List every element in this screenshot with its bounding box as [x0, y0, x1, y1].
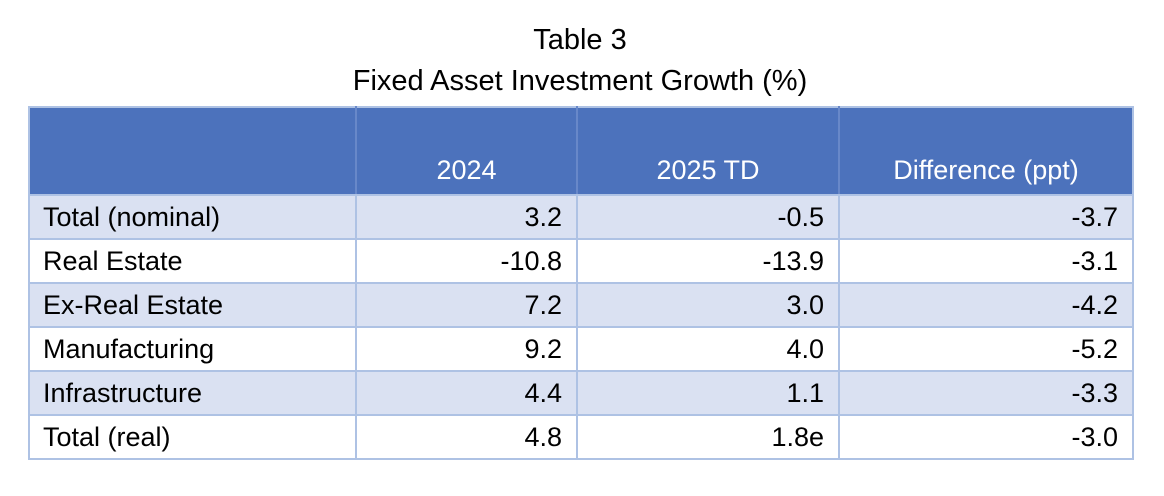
table-header-row: 2024 2025 TD Difference (ppt) — [28, 106, 1134, 196]
value-2024: 3.2 — [355, 194, 578, 240]
table-row: Total (nominal) 3.2 -0.5 -3.7 — [28, 194, 1134, 240]
value-difference: -5.2 — [838, 326, 1134, 372]
row-label: Total (nominal) — [28, 194, 357, 240]
row-label: Real Estate — [28, 238, 357, 284]
table-row: Ex-Real Estate 7.2 3.0 -4.2 — [28, 282, 1134, 328]
value-difference: -3.1 — [838, 238, 1134, 284]
table-row: Total (real) 4.8 1.8e -3.0 — [28, 414, 1134, 460]
value-difference: -3.0 — [838, 414, 1134, 460]
table-body: Total (nominal) 3.2 -0.5 -3.7 Real Estat… — [28, 194, 1134, 460]
table-header: 2024 2025 TD Difference (ppt) — [28, 106, 1134, 196]
header-cell-difference: Difference (ppt) — [838, 106, 1134, 196]
row-label: Infrastructure — [28, 370, 357, 416]
value-2024: 7.2 — [355, 282, 578, 328]
header-cell-2025td: 2025 TD — [576, 106, 840, 196]
value-2024: -10.8 — [355, 238, 578, 284]
value-2025td: -13.9 — [576, 238, 840, 284]
value-2025td: 4.0 — [576, 326, 840, 372]
table-title-text: Fixed Asset Investment Growth (%) — [352, 65, 808, 97]
value-difference: -4.2 — [838, 282, 1134, 328]
header-cell-category — [28, 106, 357, 196]
value-difference: -3.7 — [838, 194, 1134, 240]
fixed-asset-investment-table: 2024 2025 TD Difference (ppt) Total (nom… — [28, 106, 1134, 460]
table-row: Manufacturing 9.2 4.0 -5.2 — [28, 326, 1134, 372]
table-title-number: Table 3 — [533, 24, 627, 56]
table-row: Infrastructure 4.4 1.1 -3.3 — [28, 370, 1134, 416]
value-2025td: 3.0 — [576, 282, 840, 328]
row-label: Ex-Real Estate — [28, 282, 357, 328]
value-2025td: 1.8e — [576, 414, 840, 460]
value-2025td: 1.1 — [576, 370, 840, 416]
value-2024: 9.2 — [355, 326, 578, 372]
table-title: Table 3 Fixed Asset Investment Growth (%… — [28, 20, 1132, 102]
table-row: Real Estate -10.8 -13.9 -3.1 — [28, 238, 1134, 284]
value-2024: 4.8 — [355, 414, 578, 460]
row-label: Total (real) — [28, 414, 357, 460]
value-2025td: -0.5 — [576, 194, 840, 240]
value-difference: -3.3 — [838, 370, 1134, 416]
value-2024: 4.4 — [355, 370, 578, 416]
row-label: Manufacturing — [28, 326, 357, 372]
header-cell-2024: 2024 — [355, 106, 578, 196]
